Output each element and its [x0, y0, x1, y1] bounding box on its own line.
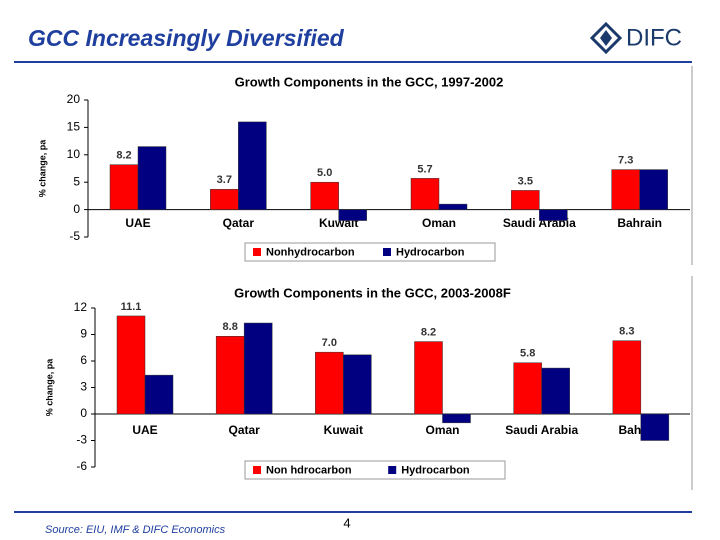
- y-tick-label: 12: [74, 300, 88, 314]
- page-number: 4: [343, 515, 350, 530]
- bar: [343, 354, 372, 415]
- bar: [414, 341, 443, 415]
- bar: [438, 203, 468, 210]
- data-label: 7.0: [322, 337, 337, 349]
- bar: [640, 413, 670, 441]
- y-tick-label: 0: [80, 406, 87, 420]
- x-tick-label: Saudi Arabia: [505, 423, 578, 437]
- bar: [541, 367, 570, 415]
- data-label: 5.7: [417, 163, 432, 175]
- y-tick-label: -6: [76, 459, 87, 473]
- data-label: 3.5: [518, 175, 533, 187]
- bar: [210, 189, 239, 210]
- x-tick-label: Qatar: [223, 216, 255, 230]
- bar: [144, 374, 174, 415]
- legend-swatch: [253, 248, 261, 256]
- legend-swatch: [383, 248, 391, 256]
- legend-label: Hydrocarbon: [396, 246, 465, 258]
- x-tick-label: Qatar: [228, 423, 260, 437]
- chart-title: Growth Components in the GCC, 2003-2008F: [234, 285, 511, 300]
- bar: [511, 190, 540, 210]
- x-tick-label: Kuwait: [324, 423, 363, 437]
- bar: [639, 169, 668, 210]
- data-label: 5.0: [317, 167, 332, 179]
- slide-title: GCC Increasingly Diversified: [28, 25, 345, 51]
- y-tick-label: 20: [67, 92, 81, 106]
- data-label: 5.8: [520, 348, 535, 360]
- bar: [442, 413, 471, 424]
- legend-swatch: [253, 466, 261, 474]
- legend-label: Non hdrocarbon: [266, 464, 352, 476]
- bar: [243, 322, 273, 415]
- x-tick-label: Oman: [425, 423, 459, 437]
- bar: [611, 169, 640, 210]
- y-tick-label: 0: [73, 202, 80, 216]
- y-tick-label: 10: [67, 147, 81, 161]
- y-tick-label: 3: [80, 380, 87, 394]
- data-label: 11.1: [121, 301, 142, 313]
- logo-text: DIFC: [626, 24, 682, 51]
- legend-box: [244, 242, 496, 262]
- chart-title: Growth Components in the GCC, 1997-2002: [235, 74, 504, 89]
- bar: [410, 178, 440, 210]
- data-label: 3.7: [217, 174, 232, 186]
- bar: [109, 164, 139, 210]
- bar: [612, 340, 642, 415]
- bar: [539, 209, 568, 221]
- data-label: 8.2: [116, 150, 131, 162]
- x-tick-label: UAE: [132, 423, 157, 437]
- y-tick-label: -5: [69, 229, 80, 243]
- y-axis-label: % change, pa: [37, 139, 47, 198]
- data-label: 8.2: [421, 326, 436, 338]
- y-tick-label: -3: [76, 433, 87, 447]
- legend-box: [244, 460, 506, 480]
- y-tick-label: 5: [73, 174, 80, 188]
- y-tick-label: 6: [80, 353, 87, 367]
- bar: [116, 315, 146, 415]
- x-tick-label: Oman: [422, 216, 456, 230]
- bar: [315, 351, 344, 415]
- bar: [137, 146, 167, 210]
- x-tick-label: UAE: [125, 216, 150, 230]
- x-tick-label: Bahrain: [617, 216, 662, 230]
- legend-label: Hydrocarbon: [401, 464, 470, 476]
- data-label: 8.8: [223, 321, 238, 333]
- data-label: 8.3: [619, 326, 634, 338]
- y-tick-label: 15: [67, 120, 81, 134]
- bar: [215, 336, 245, 415]
- bar: [238, 121, 267, 210]
- logo-icon: [589, 21, 623, 55]
- source-note: Source: EIU, IMF & DIFC Economics: [45, 524, 226, 536]
- data-label: 7.3: [618, 155, 633, 167]
- bar: [310, 181, 339, 210]
- y-axis-label: % change, pa: [44, 358, 54, 417]
- bar: [338, 209, 367, 221]
- legend-label: Nonhydrocarbon: [266, 246, 355, 258]
- legend-swatch: [388, 466, 397, 474]
- y-tick-label: 9: [80, 327, 87, 341]
- bar: [513, 362, 542, 415]
